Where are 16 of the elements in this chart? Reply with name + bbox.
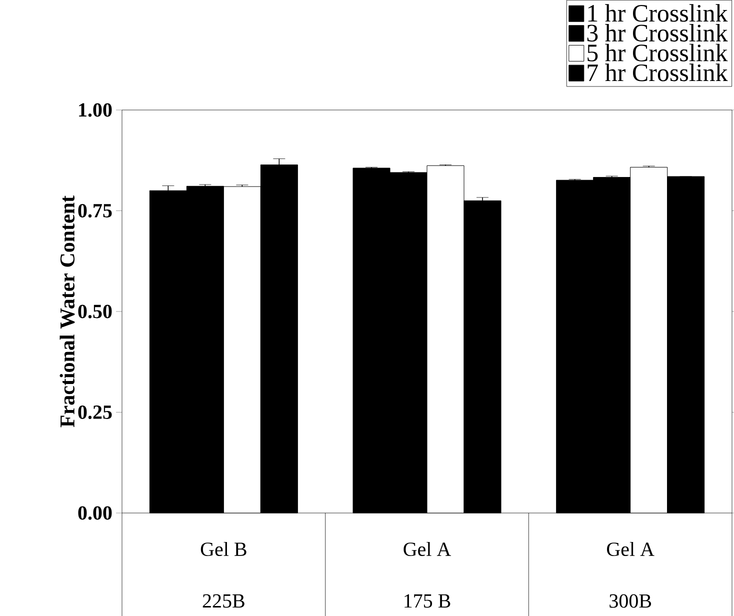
text: 300B [610, 594, 652, 608]
y-tick-label: 0.75 [78, 204, 112, 218]
legend-label: 7 hr Crosslink [588, 64, 728, 82]
y-axis-title: Fractional Water Content [60, 196, 75, 428]
legend-label: 1 hr Crosslink [588, 4, 728, 22]
y-tick-label: 1.00 [79, 103, 112, 117]
x-tick-label: Gel A [404, 542, 452, 556]
x-tick-label: Gel B [200, 542, 246, 556]
y-tick-label: 0.50 [78, 304, 112, 318]
text: 225B [202, 594, 244, 608]
y-tick-label: 0.25 [78, 405, 112, 420]
text: 175 B [404, 594, 450, 608]
legend-label: 5 hr Crosslink [588, 44, 728, 62]
legend-label: 3 hr Crosslink [587, 24, 728, 42]
x-tick-label: Gel A [607, 542, 654, 556]
y-tick-label: 0.00 [78, 506, 112, 520]
